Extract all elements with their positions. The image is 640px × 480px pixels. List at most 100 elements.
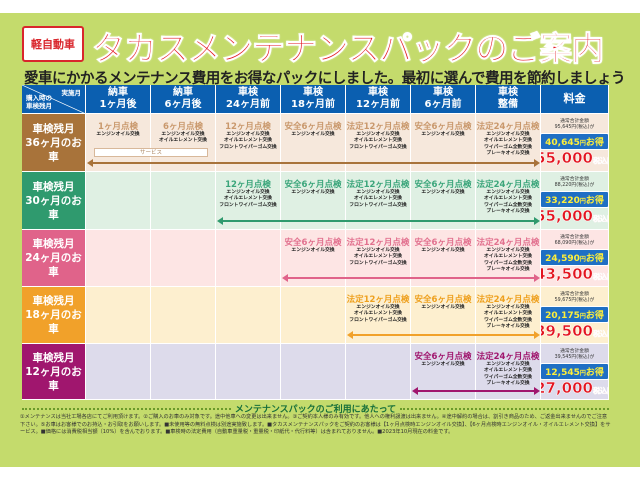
table-corner: 実施月 購入時の 車検残月: [22, 85, 86, 114]
savings-word: お得: [585, 138, 604, 148]
arrow-left-head: [347, 331, 353, 339]
pack-price: 39,500税込円: [541, 322, 608, 343]
column-header: 車検 整備: [476, 85, 541, 114]
row-label: 車検残月 24ヶ月のお車: [22, 230, 86, 287]
normal-total-amount: 95,645: [554, 125, 572, 130]
savings-amount: 33,220: [545, 196, 580, 206]
inspection-item: エンジンオイル交換: [291, 132, 335, 137]
normal-total-amount: 88,220: [554, 183, 572, 188]
savings-amount: 40,645: [545, 138, 580, 148]
inspection-item: ブレーキオイル交換: [486, 266, 530, 272]
service-label: サービス: [94, 148, 208, 157]
inspection-item: ブレーキオイル交換: [486, 208, 530, 214]
column-header-line2: 6ヶ月前: [424, 99, 462, 110]
arrow-left-head: [282, 274, 288, 282]
inspection-item: エンジンオイル交換: [356, 248, 400, 253]
inspection-item: フロントワイパーゴム交換: [349, 260, 407, 266]
column-header-line1: 納車: [108, 87, 128, 98]
savings-word: お得: [585, 196, 604, 206]
inspection-title: 1ヶ月点検: [98, 122, 138, 132]
normal-total-label: 通常合計金額: [560, 177, 589, 182]
table-cell: 法定24ヶ月点検 エンジンオイル交換 オイルエレメント交換 ワイパーゴム全数交換 ブレー…: [476, 114, 541, 172]
pack-price-yen: 円: [607, 387, 608, 396]
coverage-arrow: [412, 387, 540, 395]
inspection-title: 法定12ヶ月点検: [346, 295, 410, 305]
inspection-item: エンジンオイル交換: [356, 132, 400, 137]
inspection-title: 安全6ヶ月点検: [284, 122, 342, 132]
savings-amount: 20,175: [545, 311, 580, 321]
inspection-title: 法定24ヶ月点検: [476, 295, 540, 305]
inspection-item: エンジンオイル交換: [421, 190, 465, 195]
normal-total-value: 68,090円(税込)が: [555, 241, 595, 247]
row-label: 車検残月 18ヶ月のお車: [22, 287, 86, 344]
pack-price: 55,000税込円: [541, 207, 608, 228]
page-subtitle: 愛車にかかるメンテナンス費用をお得なパックにしました。最初に選んで費用を節約しま…: [24, 71, 625, 87]
divider: [22, 407, 231, 410]
divider: [400, 407, 609, 410]
inspection-title: 12ヶ月点検: [225, 180, 271, 190]
arrow-left-head: [87, 159, 93, 167]
inspection-item: ワイパーゴム全数交換: [484, 202, 532, 208]
inspection-item: ワイパーゴム全数交換: [484, 374, 532, 380]
table-cell: [86, 172, 151, 230]
normal-total-label: 通常合計金額: [560, 119, 589, 124]
normal-total-suffix: 円(税込)が: [571, 355, 595, 360]
row-label: 車検残月 12ヶ月のお車: [22, 344, 86, 400]
inspection-title: 安全6ヶ月点検: [414, 122, 472, 132]
inspection-item: オイルエレメント交換: [224, 196, 272, 202]
savings-badge: 24,590円お得: [541, 249, 608, 266]
inspection-item: オイルエレメント交換: [159, 138, 207, 144]
page-title: タカスメンテナンスパックのご案内: [91, 29, 604, 69]
inspection-item: エンジンオイル交換: [356, 190, 400, 195]
inspection-item: エンジンオイル交換: [421, 248, 465, 253]
savings-yen: 円: [579, 198, 586, 205]
row-label: 車検残月 36ヶ月のお車: [22, 114, 86, 172]
normal-total-amount: 39,545: [554, 355, 572, 360]
pack-price: 55,000税込円: [541, 149, 608, 170]
table-cell: [151, 172, 216, 230]
corner-top-label: 実施月: [61, 89, 82, 97]
normal-total-amount: 59,675: [554, 298, 572, 303]
inspection-title: 法定24ヶ月点検: [476, 238, 540, 248]
inspection-item: オイルエレメント交換: [354, 196, 402, 202]
inspection-item: エンジンオイル交換: [96, 132, 140, 137]
inspection-item: エンジンオイル交換: [421, 305, 465, 310]
coverage-arrow: [347, 331, 540, 339]
pack-price-amount: 43,500: [541, 265, 593, 283]
savings-yen: 円: [579, 313, 586, 320]
inspection-item: エンジンオイル交換: [356, 305, 400, 310]
inspection-item: オイルエレメント交換: [354, 138, 402, 144]
table-cell: [86, 287, 151, 344]
coverage-arrow: [217, 217, 540, 225]
inspection-item: エンジンオイル交換: [486, 190, 530, 195]
column-header-line2: 6ヶ月後: [164, 99, 202, 110]
inspection-title: 法定24ヶ月点検: [476, 122, 540, 132]
column-header: 車検 18ヶ月前: [281, 85, 346, 114]
row-label-line1: 車検残月: [32, 238, 75, 250]
arrow-right-head: [534, 387, 540, 395]
normal-total-label: 通常合計金額: [560, 235, 589, 240]
inspection-item: エンジンオイル交換: [486, 362, 530, 367]
savings-badge: 40,645円お得: [541, 133, 608, 150]
pack-price-yen: 円: [607, 273, 608, 282]
inspection-item: ブレーキオイル交換: [486, 323, 530, 329]
pack-price-amount: 55,000: [541, 149, 593, 167]
normal-total-amount: 68,090: [554, 241, 572, 246]
inspection-item: オイルエレメント交換: [484, 368, 532, 374]
price-header: 料金: [541, 85, 609, 114]
footer-heading: メンテナンスパックのご利用にあたって: [22, 402, 609, 415]
inspection-item: エンジンオイル交換: [226, 132, 270, 137]
inspection-title: 法定24ヶ月点検: [476, 352, 540, 362]
normal-total-value: 39,545円(税込)が: [555, 355, 595, 361]
inspection-title: 法定12ヶ月点検: [346, 238, 410, 248]
column-header-line1: 車検: [238, 87, 258, 98]
inspection-item: エンジンオイル交換: [226, 190, 270, 195]
inspection-item: エンジンオイル交換: [291, 190, 335, 195]
inspection-title: 安全6ヶ月点検: [414, 180, 472, 190]
category-badge: 軽自動車: [22, 26, 84, 62]
